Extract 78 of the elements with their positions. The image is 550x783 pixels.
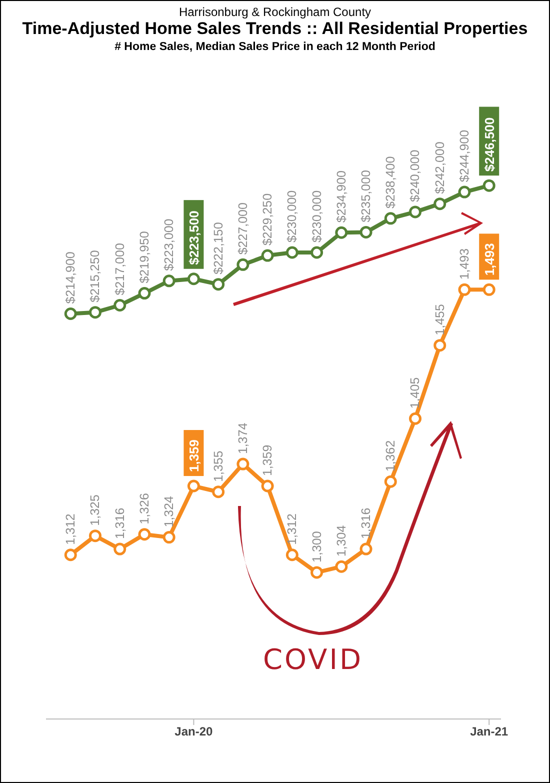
point bbox=[458, 186, 471, 198]
point bbox=[384, 475, 397, 488]
point bbox=[212, 278, 225, 291]
point bbox=[212, 486, 225, 498]
point bbox=[236, 258, 250, 271]
data-label: 1,374 bbox=[236, 422, 250, 454]
point bbox=[88, 530, 102, 542]
point bbox=[335, 560, 348, 573]
x-tick-label: Jan-20 bbox=[174, 724, 214, 739]
point bbox=[138, 528, 151, 541]
point bbox=[434, 198, 446, 210]
data-label: 1,359 bbox=[260, 444, 275, 476]
point bbox=[261, 249, 274, 262]
data-label: $217,000 bbox=[112, 243, 127, 296]
data-label: 1,493 bbox=[457, 248, 472, 280]
data-label: 1,312 bbox=[285, 514, 300, 545]
data-label: $230,000 bbox=[310, 190, 324, 243]
point bbox=[310, 566, 324, 579]
data-label: 1,493 bbox=[482, 243, 498, 276]
data-label: $246,500 bbox=[482, 117, 498, 172]
data-label: $229,250 bbox=[260, 193, 275, 246]
data-label: 1,359 bbox=[186, 439, 202, 472]
point bbox=[138, 287, 151, 300]
data-label: $222,150 bbox=[211, 222, 226, 274]
data-label: 1,325 bbox=[88, 494, 102, 526]
x-tick-label: Jan-21 bbox=[470, 724, 508, 739]
data-label: 1,316 bbox=[359, 508, 374, 540]
data-label: $230,000 bbox=[285, 190, 300, 243]
point bbox=[286, 548, 298, 562]
point bbox=[236, 458, 250, 470]
data-label: 1,316 bbox=[112, 508, 127, 540]
text: Time-Adjusted Home Sales Trends :: All Residential Properties bbox=[21, 19, 529, 39]
data-label: 1,304 bbox=[334, 525, 348, 557]
text: # Home Sales, Median Sales Price in each 12 Month Period bbox=[114, 41, 436, 53]
data-label: 1,355 bbox=[211, 450, 226, 482]
data-label: 1,362 bbox=[384, 440, 398, 472]
point bbox=[187, 272, 200, 286]
data-label: 1,312 bbox=[64, 514, 78, 545]
point bbox=[482, 179, 496, 192]
point bbox=[261, 480, 274, 492]
point bbox=[360, 542, 372, 556]
point bbox=[310, 246, 324, 259]
point bbox=[162, 531, 176, 544]
annotation: Harrisonburg & Rockingham County bbox=[178, 5, 372, 19]
data-label: $215,250 bbox=[88, 250, 102, 302]
point bbox=[64, 548, 77, 562]
data-label: 1,405 bbox=[408, 377, 422, 409]
data-label: $214,900 bbox=[64, 252, 78, 304]
data-label: $223,500 bbox=[186, 210, 202, 265]
point bbox=[88, 306, 102, 319]
point bbox=[408, 206, 422, 218]
point bbox=[335, 226, 348, 239]
point bbox=[408, 412, 422, 425]
data-label: 1,326 bbox=[137, 493, 152, 524]
point bbox=[187, 480, 200, 492]
data-label: 1,455 bbox=[432, 304, 447, 336]
point bbox=[434, 339, 446, 352]
data-label: $223,000 bbox=[162, 218, 176, 271]
data-label: $219,950 bbox=[137, 231, 152, 284]
point bbox=[162, 274, 176, 288]
point bbox=[458, 283, 471, 296]
annotation: COVID bbox=[262, 643, 364, 676]
data-label: $242,000 bbox=[432, 142, 447, 194]
data-label: $235,000 bbox=[359, 170, 374, 222]
point bbox=[384, 212, 397, 225]
point bbox=[286, 246, 298, 259]
data-label: $227,000 bbox=[236, 202, 250, 255]
point bbox=[114, 298, 126, 312]
point bbox=[64, 308, 77, 320]
data-label: $240,000 bbox=[408, 150, 422, 202]
point bbox=[114, 542, 126, 556]
data-label: $234,900 bbox=[334, 170, 348, 223]
data-label: 1,324 bbox=[162, 496, 176, 528]
data-label: $238,400 bbox=[384, 156, 398, 208]
data-label: 1,300 bbox=[310, 531, 324, 562]
data-label: $244,900 bbox=[457, 130, 472, 182]
point bbox=[482, 283, 496, 296]
point bbox=[360, 226, 372, 238]
